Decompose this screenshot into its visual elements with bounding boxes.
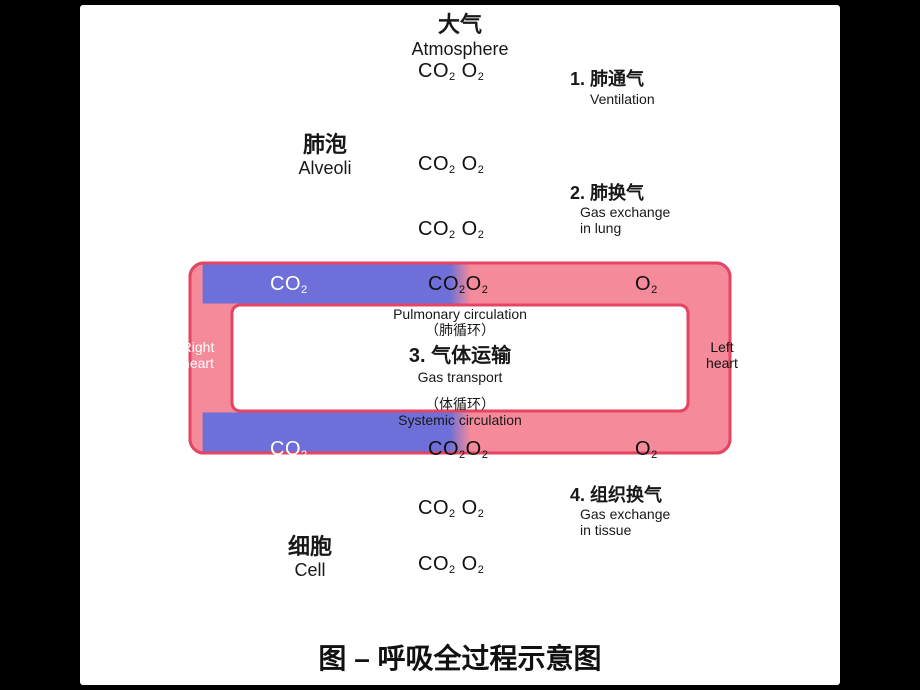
chem-bot-right: O2 [635,438,658,461]
diagram-page: 大气 Atmosphere 肺泡 Alveoli 1. 肺通气 Ventilat… [80,5,840,685]
step3-en: Gas transport [360,370,560,386]
alveoli-zh: 肺泡 [280,133,370,158]
cell-zh: 细胞 [265,535,355,560]
chem-between1: CO2 O2 [418,218,484,241]
chem-top-right: O2 [635,273,658,296]
step4-en: Gas exchange in tissue [580,507,670,538]
atmosphere-zh: 大气 [390,13,530,38]
chem-alveoli: CO2 O2 [418,153,484,176]
step4-num: 4. 组织换气 [570,485,662,505]
caption: 图 – 呼吸全过程示意图 [80,637,840,677]
sys-zh: （体循环） [360,397,560,413]
chem-cell: CO2 O2 [418,553,484,576]
step2-en: Gas exchange in lung [580,205,670,236]
chem-between2: CO2 O2 [418,497,484,520]
chem-bot-mid: CO2O2 [428,438,488,461]
right-heart-label: Right heart [168,340,228,371]
alveoli-en: Alveoli [280,158,370,178]
cell-en: Cell [265,560,355,580]
chem-top-mid: CO2O2 [428,273,488,296]
pulm-zh: （肺循环） [360,323,560,339]
sys-en: Systemic circulation [360,413,560,429]
pulm-en: Pulmonary circulation [360,307,560,323]
chem-atm: CO2 O2 [418,60,484,83]
atmosphere-en: Atmosphere [390,39,530,59]
step1-en: Ventilation [590,92,655,108]
step3-num: 3. 气体运输 [360,345,560,367]
chem-bot-left: CO2 [270,438,308,461]
step1-num: 1. 肺通气 [570,69,644,89]
chem-top-left: CO2 [270,273,308,296]
left-heart-label: Left heart [692,340,752,371]
step2-num: 2. 肺换气 [570,183,644,203]
